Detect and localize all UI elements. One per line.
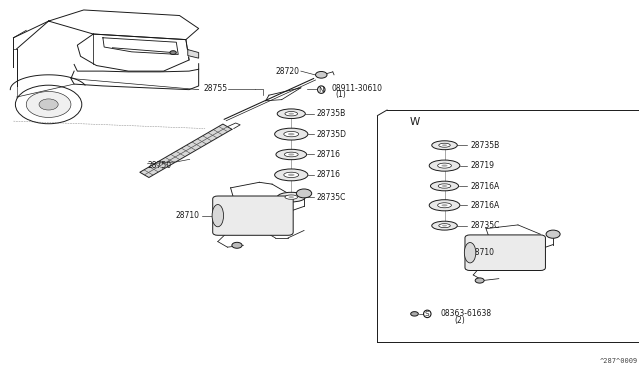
Ellipse shape xyxy=(275,128,308,140)
Ellipse shape xyxy=(276,149,307,160)
Ellipse shape xyxy=(429,200,460,211)
Circle shape xyxy=(411,312,419,316)
Circle shape xyxy=(316,71,327,78)
Text: (1): (1) xyxy=(335,90,346,99)
Text: 08363-61638: 08363-61638 xyxy=(440,310,491,318)
Ellipse shape xyxy=(442,204,447,206)
FancyBboxPatch shape xyxy=(465,235,545,270)
Ellipse shape xyxy=(432,141,458,150)
Text: (2): (2) xyxy=(454,316,465,325)
Text: N: N xyxy=(319,87,324,93)
Ellipse shape xyxy=(439,224,451,228)
Ellipse shape xyxy=(288,154,294,155)
Ellipse shape xyxy=(289,196,294,198)
Ellipse shape xyxy=(277,192,305,202)
Ellipse shape xyxy=(442,164,447,167)
Text: 28755: 28755 xyxy=(204,84,228,93)
Ellipse shape xyxy=(285,112,298,116)
Ellipse shape xyxy=(285,195,298,199)
Ellipse shape xyxy=(442,225,447,227)
Text: 28716A: 28716A xyxy=(470,201,499,210)
Ellipse shape xyxy=(442,185,447,187)
Circle shape xyxy=(546,230,560,238)
Ellipse shape xyxy=(429,160,460,171)
Ellipse shape xyxy=(465,243,476,263)
Text: 28710: 28710 xyxy=(470,248,494,257)
Ellipse shape xyxy=(284,172,299,177)
Ellipse shape xyxy=(288,133,294,135)
Text: 28710: 28710 xyxy=(176,211,200,220)
Text: 28735C: 28735C xyxy=(470,221,499,230)
Ellipse shape xyxy=(284,152,298,157)
Text: 28719: 28719 xyxy=(470,161,494,170)
Text: 08911-30610: 08911-30610 xyxy=(332,84,383,93)
Text: S: S xyxy=(425,311,429,317)
Ellipse shape xyxy=(288,174,294,176)
Text: W: W xyxy=(410,117,420,127)
Text: 28750: 28750 xyxy=(148,161,172,170)
Circle shape xyxy=(475,278,484,283)
Circle shape xyxy=(39,99,58,110)
Text: 28735D: 28735D xyxy=(317,129,347,139)
Circle shape xyxy=(26,92,71,118)
Ellipse shape xyxy=(438,203,451,208)
Ellipse shape xyxy=(432,221,458,230)
Ellipse shape xyxy=(431,181,459,191)
Ellipse shape xyxy=(438,184,451,188)
Ellipse shape xyxy=(212,205,223,227)
Circle shape xyxy=(232,242,242,248)
Ellipse shape xyxy=(289,113,294,115)
Text: 28735C: 28735C xyxy=(317,193,346,202)
Ellipse shape xyxy=(442,144,447,146)
Circle shape xyxy=(296,189,312,198)
Ellipse shape xyxy=(277,109,305,119)
Text: 28720: 28720 xyxy=(276,67,300,76)
Text: ^287^0009: ^287^0009 xyxy=(600,358,638,364)
Text: 28716: 28716 xyxy=(317,170,341,179)
Text: 28735B: 28735B xyxy=(470,141,499,150)
Ellipse shape xyxy=(284,131,299,137)
Ellipse shape xyxy=(439,143,451,147)
Ellipse shape xyxy=(438,163,451,168)
Text: 28716A: 28716A xyxy=(470,182,499,190)
Text: 28735B: 28735B xyxy=(317,109,346,118)
Polygon shape xyxy=(140,124,232,177)
Ellipse shape xyxy=(275,169,308,181)
Circle shape xyxy=(170,51,176,54)
Polygon shape xyxy=(188,49,198,58)
FancyBboxPatch shape xyxy=(212,196,293,235)
Text: 28716: 28716 xyxy=(317,150,341,159)
